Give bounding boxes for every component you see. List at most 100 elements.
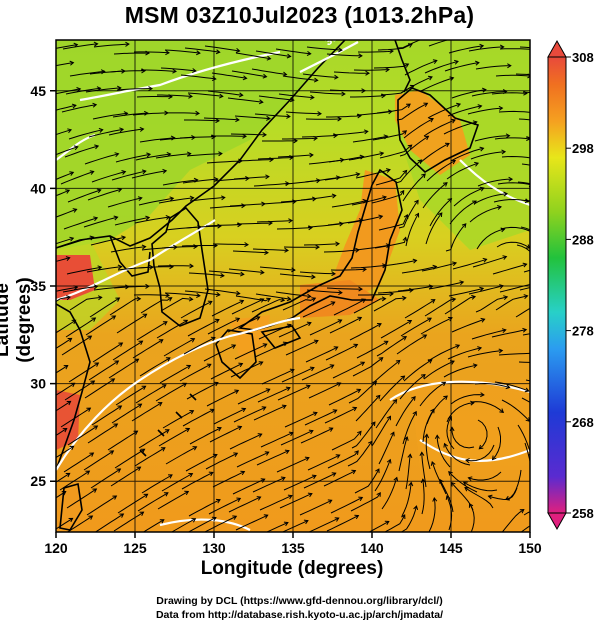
streamline-arrowhead (66, 400, 72, 406)
streamline (56, 517, 73, 530)
streamline-arrowhead (206, 363, 212, 368)
streamline-arrowhead (427, 75, 433, 81)
streamline (421, 452, 427, 488)
streamline-arrowhead (207, 300, 213, 306)
streamline-arrowhead (140, 448, 146, 454)
streamline-arrowhead (133, 430, 139, 435)
streamline (68, 129, 103, 140)
streamline-arrowhead (471, 294, 477, 300)
streamline-arrowhead (195, 110, 200, 116)
streamline (379, 375, 405, 402)
streamline (140, 297, 172, 314)
streamline-arrowhead (111, 315, 117, 320)
streamline (227, 316, 260, 333)
streamline (277, 385, 311, 401)
streamline (209, 426, 242, 443)
streamline (132, 112, 168, 116)
streamline-arrowhead (241, 407, 247, 413)
streamline-arrowhead (427, 35, 431, 39)
x-tick-label: 145 (439, 540, 463, 556)
streamline-arrowhead (524, 198, 530, 204)
streamline (488, 487, 518, 501)
streamline-arrowhead (119, 513, 125, 518)
streamline (232, 250, 269, 254)
streamline (521, 397, 530, 403)
streamline-arrowhead (217, 223, 222, 229)
streamline (327, 450, 359, 469)
streamline (203, 117, 239, 121)
streamline-arrowhead (258, 361, 264, 366)
streamline-arrowhead (260, 478, 266, 483)
streamline-arrowhead (311, 474, 317, 480)
streamline (62, 43, 98, 50)
streamline (420, 317, 453, 335)
streamline-arrowhead (421, 173, 426, 179)
streamline (471, 90, 507, 97)
streamline-arrowhead (61, 490, 67, 496)
streamline-arrowhead (383, 340, 389, 346)
streamline-arrowhead (259, 298, 265, 303)
streamline-arrowhead (447, 198, 453, 203)
streamline (373, 297, 406, 312)
streamline (401, 482, 412, 517)
streamline-arrowhead (259, 269, 265, 275)
streamline (306, 46, 342, 51)
streamline (213, 408, 246, 425)
streamline (351, 421, 376, 449)
streamline-arrowhead (354, 450, 359, 455)
streamline-arrowhead (94, 144, 100, 150)
streamline-arrowhead (211, 76, 217, 82)
streamline (376, 336, 407, 357)
streamline-arrowhead (195, 50, 201, 56)
streamline-arrowhead (264, 451, 270, 456)
streamline (331, 200, 367, 208)
streamline-arrowhead (358, 496, 364, 502)
streamline (208, 270, 244, 275)
streamline (135, 384, 167, 404)
streamline (501, 509, 525, 532)
streamline-arrowhead (407, 453, 413, 459)
streamline-arrowhead (472, 363, 478, 369)
streamline-arrowhead (244, 242, 249, 248)
streamline-arrowhead (215, 292, 221, 297)
streamline (422, 182, 448, 209)
streamline (207, 317, 240, 335)
streamline-arrowhead (445, 495, 451, 500)
streamline (324, 407, 357, 424)
streamline (92, 112, 128, 120)
streamline (467, 350, 503, 358)
streamline-arrowhead (338, 290, 343, 296)
streamline (450, 147, 484, 162)
streamline (446, 162, 479, 180)
streamline-arrowhead (389, 48, 394, 54)
streamline (92, 342, 123, 363)
streamline (449, 200, 477, 225)
streamline (155, 382, 187, 402)
streamline-arrowhead (503, 191, 509, 197)
streamline (256, 450, 290, 466)
streamline (515, 307, 530, 318)
streamline-arrowhead (262, 73, 268, 79)
streamline-arrowhead (386, 458, 392, 464)
streamline-arrowhead (401, 295, 407, 301)
streamline (84, 153, 119, 165)
streamline-arrowhead (159, 519, 165, 524)
streamline-arrowhead (479, 146, 485, 152)
streamline (56, 44, 78, 49)
streamline (499, 283, 530, 293)
streamline (347, 441, 373, 467)
streamline (211, 72, 247, 79)
streamline-arrowhead (291, 267, 296, 273)
streamline (257, 387, 291, 403)
streamline-arrowhead (92, 102, 98, 108)
streamline (373, 63, 409, 69)
streamline (117, 493, 148, 514)
streamline (300, 195, 336, 201)
colorbar-tick-label: 308 (572, 50, 594, 65)
streamline-arrowhead (453, 59, 459, 65)
streamline (112, 112, 148, 118)
streamline (444, 296, 476, 315)
y-tick-label: 40 (30, 180, 46, 196)
streamline (352, 135, 388, 143)
x-tick-label: 135 (281, 540, 305, 556)
